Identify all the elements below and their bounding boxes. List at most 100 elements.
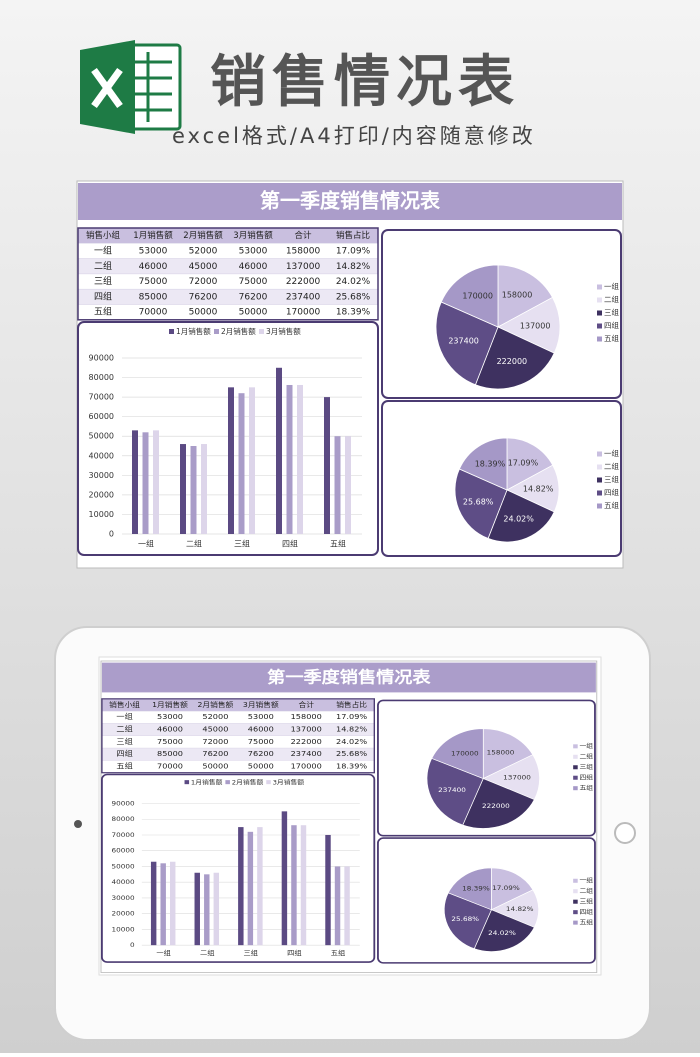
column-header: 销售小组 xyxy=(109,700,140,708)
legend-swatch xyxy=(259,329,264,334)
legend-label: 五组 xyxy=(580,783,594,791)
table-row xyxy=(77,288,379,305)
table-cell: 三组 xyxy=(116,736,133,745)
bar xyxy=(180,444,186,534)
x-tick-label: 二组 xyxy=(186,539,202,549)
bar xyxy=(247,831,254,946)
bar xyxy=(249,387,255,534)
table-cell: 53000 xyxy=(139,246,168,256)
x-tick-label: 四组 xyxy=(287,949,302,957)
bar xyxy=(291,825,297,946)
y-tick-label: 10000 xyxy=(89,510,114,519)
table-cell: 24.02% xyxy=(336,277,371,287)
table-cell: 一组 xyxy=(116,712,133,721)
slice-label: 158000 xyxy=(487,749,515,757)
pie-slice xyxy=(440,264,499,328)
y-tick-label: 90000 xyxy=(111,800,134,808)
legend-swatch xyxy=(573,754,578,759)
legend-swatch xyxy=(597,464,602,470)
table-cell: 72000 xyxy=(202,737,228,745)
table-cell: 170000 xyxy=(291,762,322,770)
legend-swatch xyxy=(573,786,578,791)
legend-label: 二组 xyxy=(604,461,619,471)
x-tick-label: 二组 xyxy=(200,949,215,957)
slice-label: 25.68% xyxy=(463,497,494,506)
slice-label: 24.02% xyxy=(503,514,534,523)
table-cell: 17.09% xyxy=(336,713,367,721)
table-cell: 25.68% xyxy=(336,750,367,758)
table-row xyxy=(101,735,375,749)
legend-label: 一组 xyxy=(604,281,619,291)
legend-label: 五组 xyxy=(580,918,594,926)
bar xyxy=(132,430,138,534)
slice-label: 237400 xyxy=(448,337,479,346)
pie-slice xyxy=(462,778,535,829)
table-cell: 70000 xyxy=(139,308,168,318)
pie-slice xyxy=(454,468,508,539)
table-cell: 50000 xyxy=(202,762,228,770)
bar xyxy=(142,432,149,534)
legend-swatch xyxy=(573,910,578,915)
slice-label: 14.82% xyxy=(506,905,534,913)
legend-swatch xyxy=(573,775,578,780)
table-cell: 76200 xyxy=(248,750,274,758)
bar xyxy=(257,827,263,946)
table-cell: 70000 xyxy=(157,762,183,770)
pie-slice xyxy=(497,264,554,328)
table-cell: 二组 xyxy=(116,724,133,733)
bar xyxy=(160,863,166,946)
table-cell: 一组 xyxy=(94,244,112,256)
table-cell: 76200 xyxy=(202,750,228,758)
y-tick-label: 60000 xyxy=(111,847,134,855)
slice-label: 158000 xyxy=(502,291,533,300)
table-cell: 46000 xyxy=(248,725,274,733)
column-header: 3月销售额 xyxy=(243,700,279,708)
legend-label: 三组 xyxy=(580,897,594,905)
y-tick-label: 60000 xyxy=(89,412,114,421)
legend-swatch xyxy=(597,503,602,509)
table-row xyxy=(101,710,375,724)
x-tick-label: 三组 xyxy=(234,539,250,549)
bar xyxy=(297,384,303,534)
legend-label: 四组 xyxy=(604,487,619,497)
slice-label: 137000 xyxy=(503,774,531,782)
legend-swatch xyxy=(214,329,219,334)
legend-swatch xyxy=(597,477,602,483)
table-border xyxy=(101,698,375,774)
bar xyxy=(194,872,200,946)
pie-slice xyxy=(431,728,484,780)
bar xyxy=(334,436,341,534)
page-subtitle: excel格式/A4打印/内容随意修改 xyxy=(172,124,536,148)
y-tick-label: 50000 xyxy=(111,863,134,871)
column-header: 2月销售额 xyxy=(183,230,223,241)
pie-slice xyxy=(506,464,560,513)
bar xyxy=(286,384,293,534)
legend-swatch xyxy=(573,765,578,770)
table-cell: 76200 xyxy=(189,292,218,302)
table-cell: 76200 xyxy=(239,292,268,302)
bar xyxy=(153,430,159,534)
bar xyxy=(170,861,176,946)
slice-label: 17.09% xyxy=(492,884,520,892)
bar xyxy=(238,827,244,946)
legend-swatch xyxy=(597,490,602,496)
y-tick-label: 10000 xyxy=(111,926,134,934)
bar xyxy=(325,834,331,946)
legend-label: 三组 xyxy=(580,763,594,771)
pie-slice xyxy=(497,296,561,354)
legend-swatch xyxy=(597,323,602,329)
slice-label: 222000 xyxy=(482,803,510,811)
y-tick-label: 70000 xyxy=(111,831,134,839)
bar xyxy=(334,866,341,946)
table-cell: 46000 xyxy=(239,262,268,272)
table-cell: 52000 xyxy=(189,246,218,256)
pie-slice xyxy=(506,437,554,491)
column-header: 合计 xyxy=(298,700,313,708)
bar xyxy=(344,866,350,946)
column-header: 1月销售额 xyxy=(133,230,173,241)
y-tick-label: 90000 xyxy=(89,354,114,363)
title-band xyxy=(78,183,622,220)
table-cell: 85000 xyxy=(139,292,168,302)
table-cell: 17.09% xyxy=(336,246,371,256)
